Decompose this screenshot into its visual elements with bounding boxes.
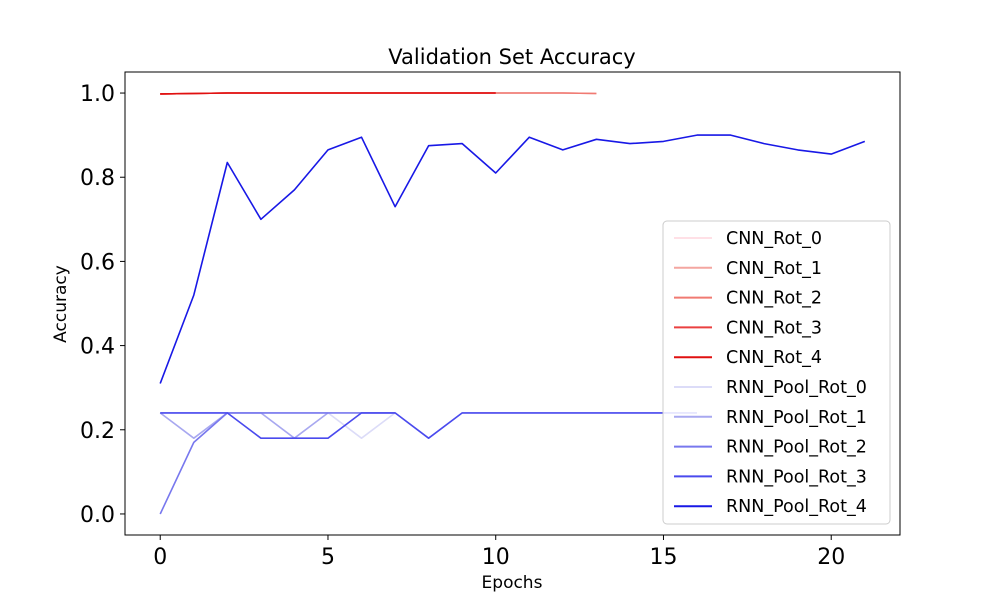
series-layer	[159, 92, 866, 515]
legend-label: CNN_Rot_0	[726, 229, 822, 249]
series-line-rnn-pool-rot-4	[159, 134, 866, 384]
y-tick-label: 0.2	[80, 419, 115, 444]
series-line-cnn-rot-4	[160, 92, 496, 95]
series-line-rnn-pool-rot-0	[160, 412, 697, 440]
plot-frame	[124, 71, 901, 536]
chart-title: Validation Set Accuracy	[388, 45, 635, 69]
x-axis: 0 5 10 15 20	[153, 535, 845, 570]
x-tick-label: 5	[321, 545, 335, 570]
x-tick-label: 15	[649, 545, 677, 570]
x-tick-label: 10	[482, 545, 510, 570]
y-tick-label: 0.4	[80, 335, 115, 360]
y-tick-label: 1.0	[80, 82, 115, 107]
x-axis-label: Epochs	[482, 573, 543, 593]
y-axis-label: Accuracy	[51, 265, 71, 343]
y-tick-label: 0.0	[80, 503, 115, 528]
legend-label: CNN_Rot_2	[726, 289, 822, 309]
legend-label: RNN_Pool_Rot_0	[726, 378, 867, 398]
legend-label: RNN_Pool_Rot_2	[726, 438, 867, 458]
legend-label: CNN_Rot_3	[726, 318, 822, 338]
y-tick-label: 0.8	[80, 166, 115, 191]
y-axis: 0.0 0.2 0.4 0.6 0.8 1.0	[80, 82, 125, 528]
plot-area	[124, 71, 901, 536]
legend: CNN_Rot_0 CNN_Rot_1 CNN_Rot_2 CNN_Rot_3 CNN_…	[662, 220, 891, 525]
legend-label: CNN_Rot_4	[726, 348, 822, 368]
legend-label: RNN_Pool_Rot_3	[726, 467, 867, 487]
y-tick-label: 0.6	[80, 250, 115, 275]
series-line-rnn-pool-rot-3	[160, 412, 697, 440]
x-tick-label: 0	[153, 545, 167, 570]
legend-label: CNN_Rot_1	[726, 259, 822, 279]
series-line-rnn-pool-rot-2	[159, 412, 396, 515]
x-tick-label: 20	[817, 545, 845, 570]
legend-label: RNN_Pool_Rot_4	[726, 497, 867, 517]
legend-label: RNN_Pool_Rot_1	[726, 408, 867, 428]
legend-box	[662, 220, 891, 525]
